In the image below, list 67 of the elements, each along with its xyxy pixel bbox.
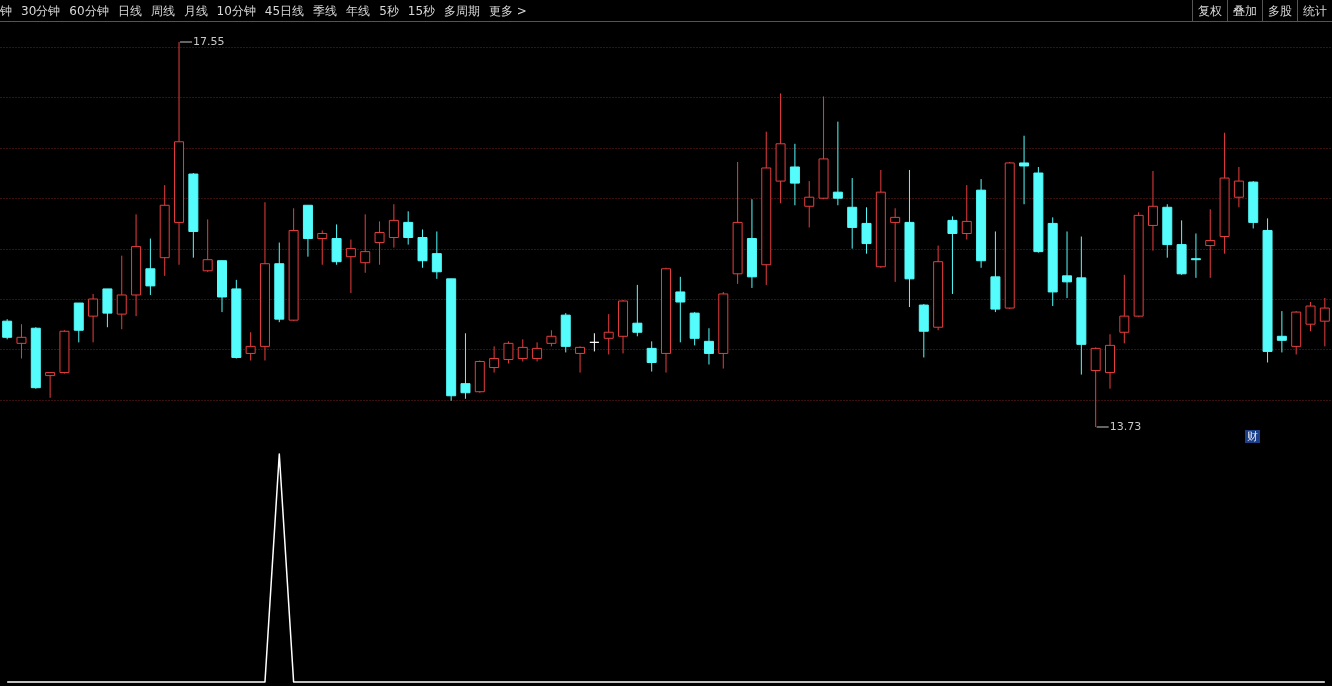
candlestick	[417, 228, 428, 269]
candlestick	[88, 293, 99, 343]
candlestick	[145, 238, 156, 296]
candlestick	[1233, 166, 1244, 208]
candlestick	[374, 220, 385, 266]
text: 复权	[1192, 0, 1227, 22]
text: 多周期	[444, 3, 481, 20]
text: 日线	[117, 3, 142, 20]
candlestick	[1205, 208, 1216, 279]
candlestick	[947, 215, 958, 295]
candlestick	[1119, 274, 1130, 344]
candlestick	[703, 327, 714, 366]
candlestick	[331, 223, 342, 266]
candlestick	[1305, 301, 1316, 332]
candlestick	[45, 372, 56, 399]
candlestick	[431, 230, 442, 280]
candlestick	[1147, 170, 1158, 252]
candlestick	[832, 121, 843, 206]
candlestick	[861, 206, 872, 255]
annotation: 13.73	[1109, 420, 1142, 433]
text: 叠加	[1227, 0, 1262, 22]
candlestick	[847, 177, 858, 250]
candlestick	[2, 318, 13, 340]
candlestick	[388, 203, 399, 249]
candlestick	[1062, 230, 1073, 299]
candlestick	[575, 345, 586, 374]
candlestick	[116, 255, 127, 330]
candlestick	[1019, 135, 1030, 205]
candlestick	[503, 340, 514, 365]
candlestick	[1190, 232, 1201, 279]
text: 多股	[1262, 0, 1297, 22]
text: 周线	[150, 3, 175, 20]
candlestick	[317, 229, 328, 266]
candlestick	[890, 207, 901, 283]
candlestick	[789, 143, 800, 206]
text: 10分钟	[216, 3, 256, 20]
candlestick	[202, 218, 213, 273]
text: 财	[1245, 430, 1260, 443]
candlestick	[804, 180, 815, 228]
text: 60分钟	[69, 3, 109, 20]
text: 30分钟	[21, 3, 61, 20]
candlestick	[1276, 310, 1287, 353]
text: 钟	[0, 3, 12, 20]
candlestick	[345, 239, 356, 294]
candlestick	[460, 332, 471, 400]
candlestick	[646, 340, 657, 373]
candlestick	[403, 210, 414, 246]
text: 年线	[346, 3, 371, 20]
candlestick	[1090, 346, 1101, 428]
text: 季线	[313, 3, 338, 20]
candlestick	[245, 331, 256, 361]
candlestick	[632, 284, 643, 337]
candlestick	[603, 313, 614, 355]
candlestick	[961, 184, 972, 241]
candlestick	[532, 341, 543, 362]
annotation: 17.55	[193, 35, 225, 48]
candlestick	[517, 338, 528, 362]
candlestick	[360, 213, 371, 274]
text: 45日线	[264, 3, 305, 20]
candlestick	[489, 345, 500, 374]
text: 更多 >	[489, 3, 527, 20]
text: 5秒	[379, 3, 399, 20]
candlestick	[675, 276, 686, 343]
text: 月线	[183, 3, 208, 20]
text: 15秒	[407, 3, 436, 20]
candlestick	[16, 323, 27, 359]
text: 统计	[1297, 0, 1332, 22]
